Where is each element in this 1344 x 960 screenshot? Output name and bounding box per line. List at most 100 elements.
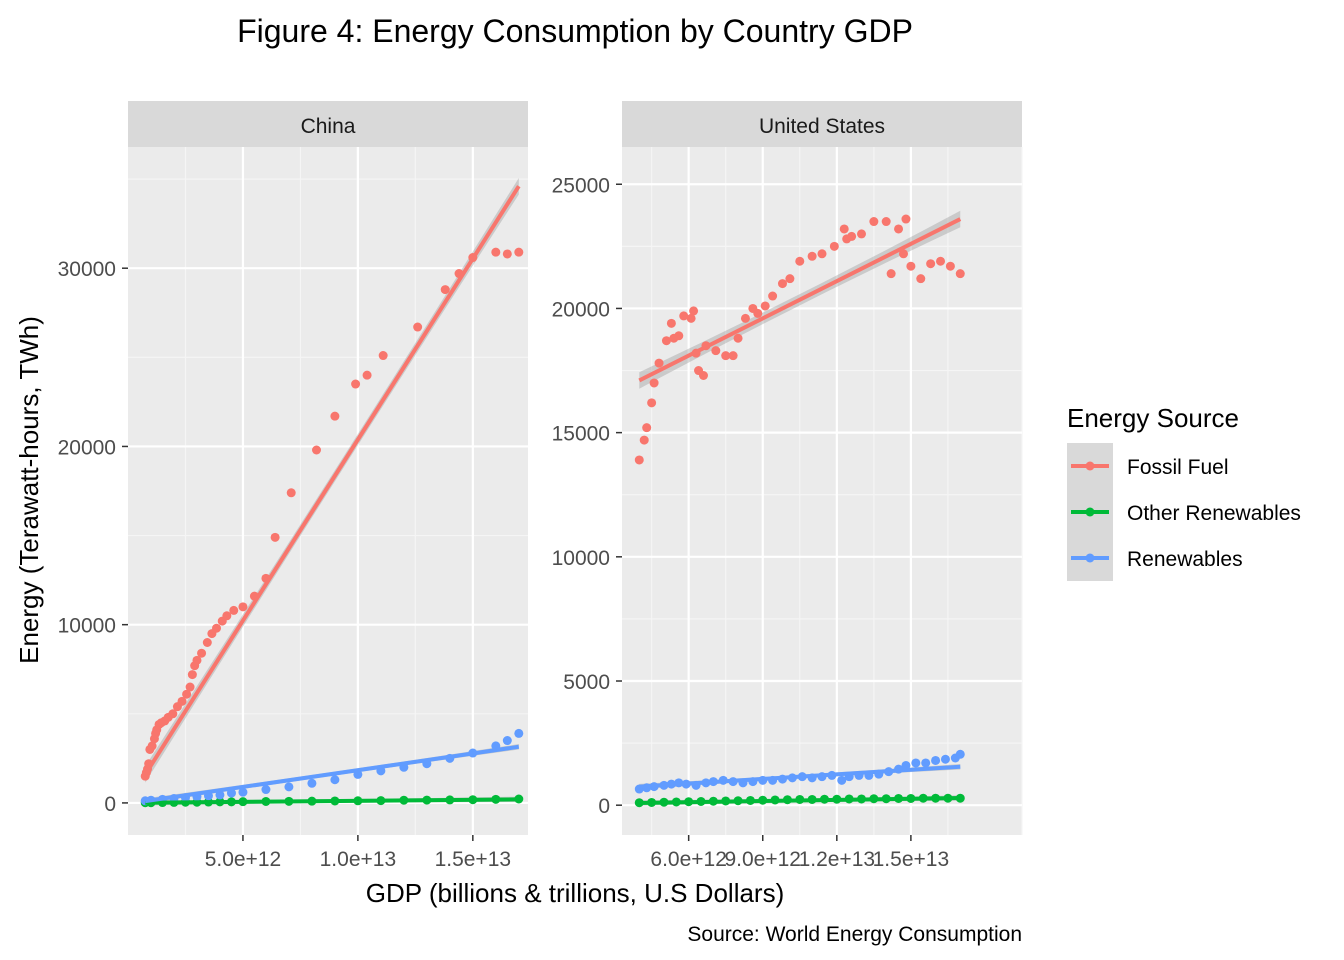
y-axis-label: Energy (Terawatt-hours, TWh): [14, 316, 44, 664]
data-point: [192, 655, 202, 665]
legend-key-point: [1085, 461, 1095, 471]
data-point: [857, 229, 867, 239]
data-point: [642, 423, 652, 433]
data-point: [185, 682, 195, 692]
data-point: [906, 261, 916, 271]
y-tick-label: 20000: [58, 436, 116, 459]
y-tick-label: 20000: [552, 298, 610, 321]
data-point: [182, 689, 192, 699]
panel-background: [128, 147, 528, 835]
data-point: [777, 279, 787, 289]
legend-title: Energy Source: [1067, 403, 1239, 433]
chart-title: Figure 4: Energy Consumption by Country …: [237, 13, 913, 49]
x-tick-label: 1.0e+13: [320, 848, 397, 871]
data-point: [666, 318, 676, 328]
x-tick-label: 5.0e+12: [205, 848, 282, 871]
fit-line: [145, 797, 519, 805]
data-point: [661, 336, 671, 346]
data-point: [514, 247, 524, 257]
legend-key-point: [1085, 553, 1095, 563]
data-point: [817, 249, 827, 259]
data-point: [168, 709, 178, 719]
facet-label: China: [301, 115, 356, 138]
data-point: [740, 313, 750, 323]
data-point: [839, 224, 849, 234]
facet-strip: [128, 101, 528, 147]
y-tick-label: 10000: [552, 547, 610, 570]
data-point: [307, 778, 317, 788]
fit-line: [639, 795, 961, 805]
data-point: [378, 351, 388, 361]
data-point: [898, 249, 908, 259]
data-point: [955, 749, 965, 759]
facet-strip: [622, 101, 1022, 147]
data-point: [261, 785, 271, 795]
data-point: [894, 224, 904, 234]
data-point: [286, 488, 296, 498]
fit-line: [639, 764, 961, 789]
data-point: [647, 398, 657, 408]
x-tick-label: 6.0e+12: [650, 848, 727, 871]
data-point: [881, 217, 891, 227]
data-point: [284, 782, 294, 792]
legend-item-label: Fossil Fuel: [1127, 456, 1229, 479]
legend-item-label: Renewables: [1127, 548, 1243, 571]
data-point: [698, 371, 708, 381]
x-tick-label: 9.0e+12: [724, 848, 801, 871]
data-point: [362, 370, 372, 380]
data-point: [955, 269, 965, 279]
data-point: [753, 308, 763, 318]
data-point: [921, 758, 931, 768]
data-point: [639, 435, 649, 445]
data-point: [147, 741, 157, 751]
data-point: [728, 351, 738, 361]
data-point: [760, 301, 770, 311]
data-point: [901, 760, 911, 770]
facet-panel: China 5.0e+12 1.0e+13 1.5e+13 0 10000 20000 300…: [58, 101, 528, 871]
x-tick-label: 1.5e+13: [873, 848, 950, 871]
data-point: [795, 256, 805, 266]
data-point: [689, 306, 699, 316]
data-point: [440, 285, 450, 295]
data-point: [869, 217, 879, 227]
x-axis-label: GDP (billions & trillions, U.S Dollars): [366, 878, 785, 908]
data-point: [829, 241, 839, 251]
data-point: [330, 411, 340, 421]
fit-line: [144, 744, 520, 804]
y-tick-label: 15000: [552, 423, 610, 446]
data-point: [413, 322, 423, 332]
data-point: [215, 790, 225, 800]
caption: Source: World Energy Consumption: [687, 923, 1022, 946]
data-point: [654, 358, 664, 368]
legend-key-point: [1085, 507, 1095, 517]
data-point: [674, 331, 684, 341]
data-point: [936, 256, 946, 266]
data-point: [197, 648, 207, 658]
data-point: [514, 728, 524, 738]
data-point: [733, 333, 743, 343]
data-point: [238, 787, 248, 797]
data-point: [721, 351, 731, 361]
data-point: [649, 378, 659, 388]
y-tick-label: 25000: [552, 174, 610, 197]
data-point: [711, 346, 721, 356]
data-point: [202, 638, 212, 648]
data-point: [634, 455, 644, 465]
data-point: [807, 251, 817, 261]
data-point: [177, 696, 187, 706]
data-point: [686, 313, 696, 323]
data-point: [931, 755, 941, 765]
data-point: [940, 754, 950, 764]
y-tick-label: 30000: [58, 258, 116, 281]
legend: Energy Source Fossil Fuel Other Renewable…: [1067, 403, 1301, 581]
data-point: [502, 736, 512, 746]
y-tick-label: 0: [104, 793, 116, 816]
data-point: [785, 274, 795, 284]
y-tick-label: 5000: [563, 671, 610, 694]
legend-item-label: Other Renewables: [1127, 502, 1301, 525]
data-point: [847, 231, 857, 241]
data-point: [916, 274, 926, 284]
x-tick-label: 1.5e+13: [435, 848, 512, 871]
data-point: [837, 775, 847, 785]
